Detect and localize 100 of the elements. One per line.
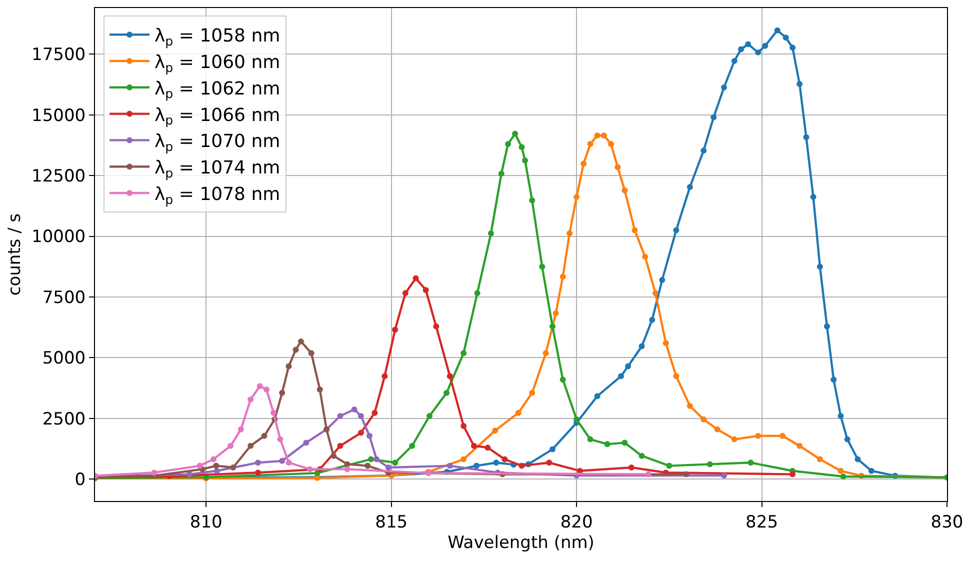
point — [614, 164, 621, 170]
point — [782, 34, 789, 41]
point — [552, 310, 559, 316]
point — [745, 41, 752, 48]
point — [270, 410, 277, 416]
point — [854, 456, 861, 462]
point — [645, 471, 652, 478]
point — [210, 456, 217, 462]
x-tick-label: 810 — [190, 512, 222, 532]
point — [446, 462, 453, 469]
point — [460, 456, 467, 462]
point — [642, 254, 648, 260]
legend-label: λ$_{p}$ = 1078 nm — [154, 184, 280, 207]
point — [748, 460, 754, 466]
point — [213, 462, 220, 469]
point — [796, 442, 803, 449]
y-tick-label: 5000 — [42, 348, 86, 369]
point — [279, 458, 286, 464]
point — [566, 230, 573, 236]
point — [492, 428, 498, 434]
point — [151, 470, 158, 476]
legend-label: λ$_{p}$ = 1070 nm — [154, 131, 280, 154]
point — [368, 456, 374, 462]
point — [261, 432, 268, 439]
point — [306, 466, 313, 472]
point — [618, 373, 624, 380]
point — [731, 436, 738, 442]
y-tick-label: 0 — [74, 470, 86, 490]
point — [587, 141, 594, 147]
point — [460, 422, 467, 429]
point — [710, 114, 717, 120]
point — [700, 148, 707, 154]
point — [248, 396, 254, 402]
point — [392, 460, 398, 466]
point — [228, 442, 234, 449]
y-tick-label: 7500 — [42, 288, 86, 308]
point — [649, 316, 656, 323]
point — [186, 471, 192, 478]
point — [652, 290, 658, 296]
point — [392, 326, 398, 333]
point — [426, 413, 432, 419]
point — [444, 390, 450, 396]
point — [230, 464, 236, 470]
point — [625, 363, 632, 370]
point — [254, 470, 261, 476]
point — [358, 413, 364, 419]
x-tick-label: 815 — [375, 512, 408, 532]
point — [292, 346, 299, 353]
point — [518, 144, 525, 150]
point — [628, 464, 634, 470]
point — [574, 194, 580, 200]
point — [488, 230, 494, 236]
point — [372, 410, 378, 416]
point — [286, 363, 292, 370]
point — [638, 343, 645, 350]
point — [498, 170, 504, 177]
point — [238, 426, 244, 432]
point — [868, 468, 874, 474]
point — [622, 187, 628, 194]
point — [731, 58, 738, 64]
point — [286, 460, 292, 466]
y-tick-label: 2500 — [42, 409, 86, 430]
point — [412, 275, 419, 282]
point — [344, 461, 350, 468]
point — [824, 323, 830, 330]
point — [816, 456, 823, 462]
point — [721, 472, 727, 478]
point — [780, 432, 786, 439]
x-axis-title: Wavelength (nm) — [448, 532, 594, 553]
point — [662, 340, 669, 346]
y-tick-label: 15000 — [32, 106, 86, 126]
point — [330, 452, 337, 459]
y-tick-label: 10000 — [32, 227, 86, 248]
point — [374, 456, 380, 462]
point — [840, 473, 846, 480]
point — [721, 84, 727, 90]
point — [264, 386, 270, 393]
point — [816, 264, 823, 270]
point — [587, 436, 594, 442]
point — [774, 27, 780, 34]
point — [560, 274, 566, 280]
point — [470, 442, 477, 449]
point — [762, 42, 768, 49]
point — [714, 426, 720, 432]
point — [493, 460, 500, 466]
point — [580, 160, 587, 167]
point — [546, 460, 552, 466]
point — [542, 350, 549, 356]
point — [364, 462, 371, 469]
point — [560, 376, 566, 383]
point — [484, 444, 491, 451]
point — [518, 462, 525, 469]
point — [385, 464, 392, 470]
point — [594, 393, 600, 400]
point — [446, 373, 453, 380]
point — [303, 440, 310, 446]
y-axis-title: counts / s — [5, 213, 26, 296]
point — [298, 338, 304, 344]
point — [594, 132, 600, 138]
point — [700, 416, 707, 422]
